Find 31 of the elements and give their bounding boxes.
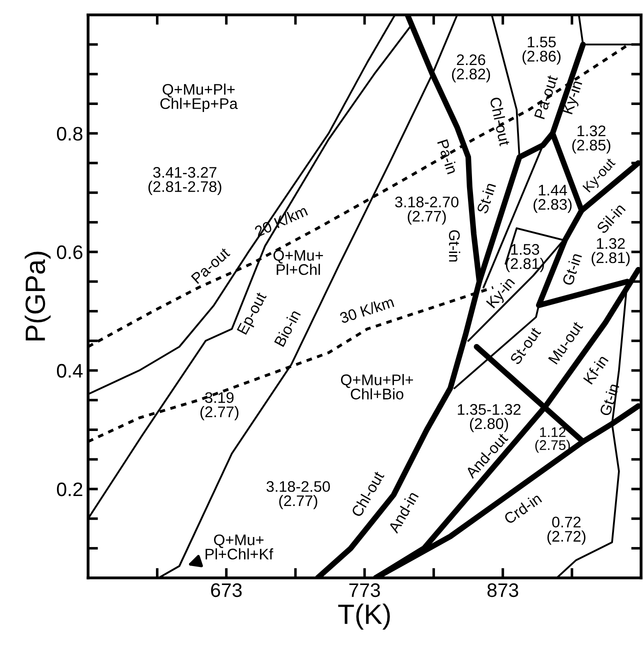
- annotation: Gt-in: [562, 252, 582, 286]
- annotation: Q+Mu+Pl+ Chl+Ep+Pa: [160, 84, 238, 112]
- annotation: 30 K/km: [339, 296, 394, 324]
- annotation: 1.32 (2.85): [572, 125, 610, 154]
- annotation: St-in: [476, 182, 496, 214]
- annotation: 1.32 (2.81): [592, 238, 630, 266]
- y-axis-title: P(GPa): [24, 252, 51, 340]
- annotation: 3.18-2.70 (2.77): [395, 196, 458, 225]
- annotation: Gt-in: [448, 230, 460, 262]
- annotation: Q+Mu+ Pl+Chl: [273, 250, 323, 275]
- y-tick-label: 0.2: [56, 482, 82, 496]
- annotation: 3.41-3.27 (2.81-2.78): [148, 166, 222, 196]
- annotation: Chl-out: [490, 96, 511, 146]
- annotation: 3.18-2.50 (2.77): [266, 481, 330, 510]
- x-tick-label: 673: [211, 583, 242, 598]
- x-axis-title: T(K): [338, 604, 390, 630]
- annotation: Q+Mu+ Pl+Chl+Kf: [206, 534, 274, 560]
- annotation: Ky-in: [562, 80, 586, 116]
- annotation: 3.19 (2.77): [200, 392, 238, 420]
- annotation: 1.55 (2.86): [522, 36, 561, 65]
- y-tick-label: 0.8: [56, 126, 82, 141]
- y-tick-label: 0.4: [56, 364, 83, 378]
- annotation: 2.26 (2.82): [452, 54, 490, 82]
- annotation: 0.72 (2.72): [547, 516, 586, 545]
- x-tick-label: 873: [487, 583, 518, 598]
- x-tick-label: 773: [349, 583, 380, 598]
- y-tick-label: 0.6: [56, 245, 82, 260]
- annotation: Pa-out: [534, 74, 558, 120]
- annotation: Q+Mu+Pl+ Chl+Bio: [341, 374, 413, 400]
- annotation: 1.44 (2.83): [534, 184, 572, 213]
- annotation: 1.35-1.32 (2.80): [458, 404, 521, 432]
